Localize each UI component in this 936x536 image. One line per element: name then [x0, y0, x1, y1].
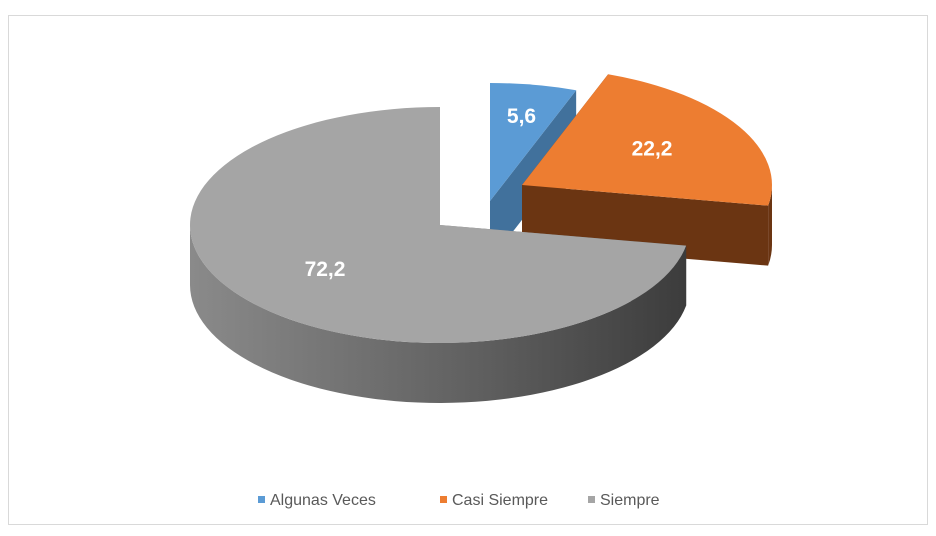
pie-slice	[189, 107, 687, 343]
legend-swatch	[258, 496, 265, 503]
data-label: 5,6	[507, 105, 536, 128]
data-label: 22,2	[632, 137, 673, 160]
legend-swatch	[440, 496, 447, 503]
legend-label: Algunas Veces	[270, 492, 376, 509]
slice-side	[190, 225, 687, 403]
slice-side	[768, 185, 772, 266]
data-label: 72,2	[305, 258, 346, 281]
legend-swatch	[588, 496, 595, 503]
legend-label: Casi Siempre	[452, 492, 548, 509]
legend-label: Siempre	[600, 492, 660, 509]
pie-slice	[522, 74, 772, 206]
pie-slice	[490, 83, 577, 201]
